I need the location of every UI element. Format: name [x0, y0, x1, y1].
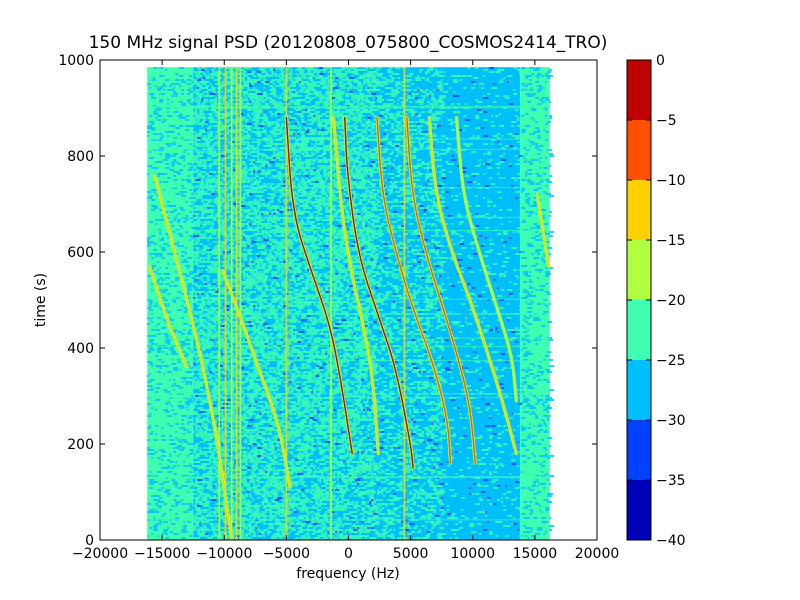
doppler-trace-4: [332, 116, 380, 455]
colorbar-segment: [627, 480, 651, 540]
y-tick-label: 0: [85, 533, 94, 549]
doppler-trace-7: [406, 116, 476, 464]
colorbar-segment: [627, 300, 651, 360]
colorbar-tick-label: −15: [656, 233, 686, 249]
doppler-trace-10: [536, 193, 550, 268]
y-tick-label: 600: [67, 245, 94, 261]
y-tick-label: 1000: [58, 53, 94, 69]
colorbar-segment: [627, 360, 651, 420]
x-tick-label: 0: [344, 546, 353, 562]
noise-speckle: [147, 67, 555, 540]
doppler-trace-1: [153, 174, 233, 540]
x-tick-label: 5000: [393, 546, 429, 562]
colorbar: 0 −5 −10 −15 −20 −25 −30 −35 −40: [626, 53, 686, 549]
x-tick-label: −5000: [263, 546, 310, 562]
colorbar-tick-label: −30: [656, 413, 686, 429]
colorbar-segment: [627, 120, 651, 180]
y-tick-label: 400: [67, 341, 94, 357]
colorbar-tick-label: −40: [656, 533, 686, 549]
doppler-traces: [148, 116, 551, 540]
band-4: [519, 67, 550, 540]
colorbar-segment: [627, 60, 651, 120]
doppler-trace-3: [285, 116, 353, 455]
doppler-trace-6: [376, 116, 452, 464]
x-tick-label: −15000: [134, 546, 190, 562]
colorbar-tick-label: −35: [656, 473, 686, 489]
x-axis-ticks: −20000 −15000 −10000 −5000 0 5000 10000 15000 20…: [72, 60, 619, 562]
y-tick-label: 200: [67, 437, 94, 453]
x-axis-label: frequency (Hz): [296, 566, 399, 582]
colorbar-tick-label: −20: [656, 293, 686, 309]
x-tick-label: 15000: [513, 546, 558, 562]
colorbar-segment: [627, 240, 651, 300]
y-axis-label: time (s): [33, 273, 49, 327]
colorbar-tick-label: −10: [656, 173, 686, 189]
doppler-trace-8: [428, 116, 517, 455]
doppler-trace-2: [222, 270, 291, 488]
doppler-trace-0: [149, 265, 188, 368]
x-tick-label: 20000: [575, 546, 620, 562]
colorbar-tick-label: −25: [656, 353, 686, 369]
doppler-trace-5: [344, 116, 414, 469]
x-tick-label: −20000: [72, 546, 128, 562]
colorbar-tick-label: 0: [656, 53, 665, 69]
y-axis-ticks: 0 200 400 600 800 1000: [58, 53, 597, 549]
plot-area: [100, 60, 597, 540]
colorbar-segment: [627, 420, 651, 480]
doppler-trace-9: [455, 116, 517, 402]
y-tick-label: 800: [67, 149, 94, 165]
colorbar-segment: [627, 180, 651, 240]
chart-title: 150 MHz signal PSD (20120808_075800_COSM…: [89, 33, 608, 53]
x-tick-label: −10000: [196, 546, 252, 562]
colorbar-tick-label: −5: [656, 113, 677, 129]
x-tick-label: 10000: [450, 546, 495, 562]
